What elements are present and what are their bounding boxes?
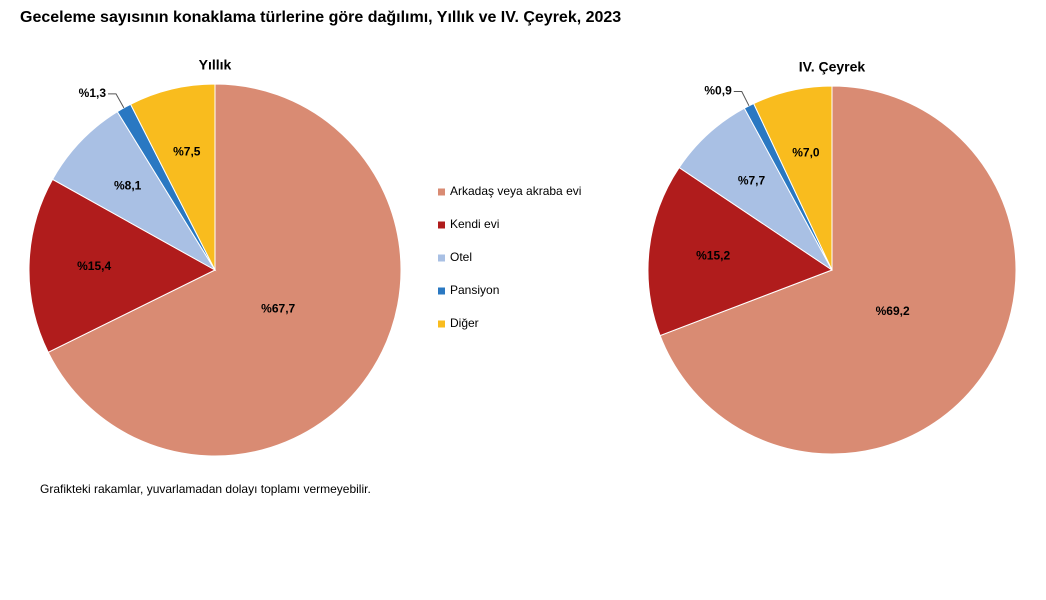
data-label: %0,9	[704, 84, 732, 98]
pie-slice	[129, 83, 216, 271]
legend-swatch	[438, 287, 445, 295]
data-label: %15,2	[696, 249, 730, 263]
pie-title: IV. Çeyrek	[799, 59, 866, 75]
leader-line	[108, 93, 125, 109]
legend-swatch	[438, 221, 445, 229]
pie-slice	[647, 166, 834, 337]
note: Grafikteki rakamlar, yuvarlamadan dolayı…	[40, 482, 371, 496]
legend-label: Pansiyon	[450, 283, 499, 297]
data-label: %67,7	[261, 301, 295, 315]
pie-title: Yıllık	[199, 57, 232, 73]
data-label: %7,7	[738, 174, 766, 188]
data-label: %7,0	[792, 145, 820, 159]
legend-label: Arkadaş veya akraba evi	[450, 184, 581, 198]
pie-slice	[28, 178, 217, 354]
pie-slice	[47, 83, 402, 457]
page-title: Geceleme sayısının konaklama türlerine g…	[20, 9, 621, 26]
data-label: %7,5	[173, 145, 201, 159]
leader-line	[733, 91, 750, 107]
legend-swatch	[438, 320, 445, 328]
data-label: %1,3	[79, 86, 107, 100]
legend-swatch	[438, 254, 445, 262]
data-label: %69,2	[876, 304, 910, 318]
data-label: %15,4	[77, 259, 111, 273]
pie-slice	[752, 85, 833, 271]
legend-label: Diğer	[450, 316, 479, 330]
legend-label: Otel	[450, 250, 472, 264]
legend-label: Kendi evi	[450, 217, 499, 231]
pie-slice	[51, 111, 217, 272]
legend-swatch	[438, 188, 445, 196]
pie-slice	[659, 85, 1017, 455]
data-label: %8,1	[114, 179, 142, 193]
